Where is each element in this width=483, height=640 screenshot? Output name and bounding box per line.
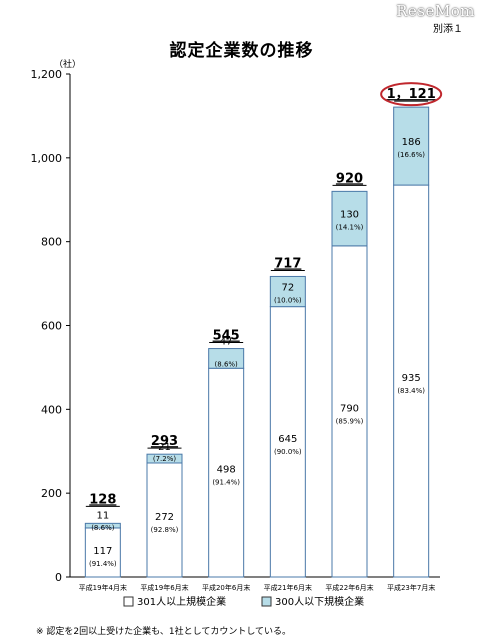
- x-tick-label: 平成19年4月末: [79, 583, 127, 592]
- total-label: 545: [213, 329, 240, 344]
- bar-segment-small: [393, 106, 430, 186]
- footnote: ※ 認定を2回以上受けた企業も、1社としてカウントしている。: [36, 627, 292, 637]
- y-tick-label: 400: [41, 403, 62, 416]
- total-label: 1，121: [387, 87, 436, 102]
- total-label: 128: [89, 492, 116, 507]
- y-tick-label: 800: [41, 236, 62, 249]
- x-tick-label: 平成19年6月末: [140, 583, 188, 592]
- x-tick-label: 平成20年6月末: [202, 583, 250, 592]
- bar-segment-large: [331, 245, 368, 578]
- legend-label-large: 301人以上規模企業: [137, 595, 226, 608]
- legend-swatch-large: [123, 596, 134, 607]
- bar-segment-large: [269, 306, 306, 578]
- data-label-large-value: 790: [340, 403, 359, 414]
- bar-segment-large: [393, 184, 430, 578]
- attachment-label: 別添１: [433, 24, 463, 35]
- legend-label-small: 300人以下規模企業: [275, 595, 364, 608]
- data-label-small-percent: (16.6%): [397, 151, 425, 159]
- data-label-large-value: 272: [155, 512, 174, 523]
- data-label-large-percent: (92.8%): [151, 526, 179, 534]
- data-label-small-percent: (8.6%): [91, 524, 115, 532]
- data-label-small-value: 186: [402, 137, 421, 148]
- x-tick-label: 平成23年7月末: [387, 583, 435, 592]
- data-label-large-value: 498: [217, 465, 236, 476]
- x-tick-label: 平成21年6月末: [264, 583, 312, 592]
- y-unit-label: （社）: [54, 60, 82, 70]
- bar-segment-small: [84, 522, 121, 529]
- total-label: 293: [151, 434, 178, 449]
- data-label-small-percent: (7.2%): [153, 455, 177, 463]
- data-label-small-value: 72: [281, 283, 294, 294]
- data-label-small-percent: (8.6%): [215, 360, 239, 368]
- y-tick-label: 1,200: [31, 68, 63, 81]
- bar-segment-large: [84, 527, 121, 578]
- data-label-small-value: 130: [340, 210, 359, 221]
- y-tick-label: 200: [41, 487, 62, 500]
- data-label-small-percent: (14.1%): [336, 224, 364, 232]
- bar-segment-small: [146, 453, 183, 464]
- data-label-large-percent: (91.4%): [89, 560, 117, 568]
- bar-segment-large: [146, 462, 183, 578]
- y-tick-label: 0: [55, 571, 62, 584]
- y-tick-label: 600: [41, 320, 62, 333]
- watermark-logo: ReseMom: [396, 2, 475, 20]
- chart-title: 認定企業数の推移: [169, 41, 314, 61]
- data-label-large-percent: (91.4%): [212, 479, 240, 487]
- bar-segment-small: [269, 275, 306, 308]
- bar-segment-small: [208, 348, 245, 369]
- legend-swatch-small: [261, 596, 272, 607]
- data-label-large-value: 645: [278, 434, 297, 445]
- data-label-large-percent: (85.9%): [336, 417, 364, 425]
- highlight-ellipse: [380, 82, 443, 107]
- data-label-large-value: 935: [402, 373, 421, 384]
- total-label: 920: [336, 171, 363, 186]
- bar-segment-small: [331, 190, 368, 247]
- bar-segment-large: [208, 367, 245, 578]
- x-tick-label: 平成22年6月末: [325, 583, 373, 592]
- y-tick-label: 1,000: [31, 152, 63, 165]
- data-label-small-value: 11: [96, 510, 109, 521]
- data-label-large-value: 117: [93, 546, 112, 557]
- data-label-large-percent: (90.0%): [274, 448, 302, 456]
- total-label: 717: [274, 256, 301, 271]
- data-label-large-percent: (83.4%): [397, 387, 425, 395]
- data-label-small-percent: (10.0%): [274, 297, 302, 305]
